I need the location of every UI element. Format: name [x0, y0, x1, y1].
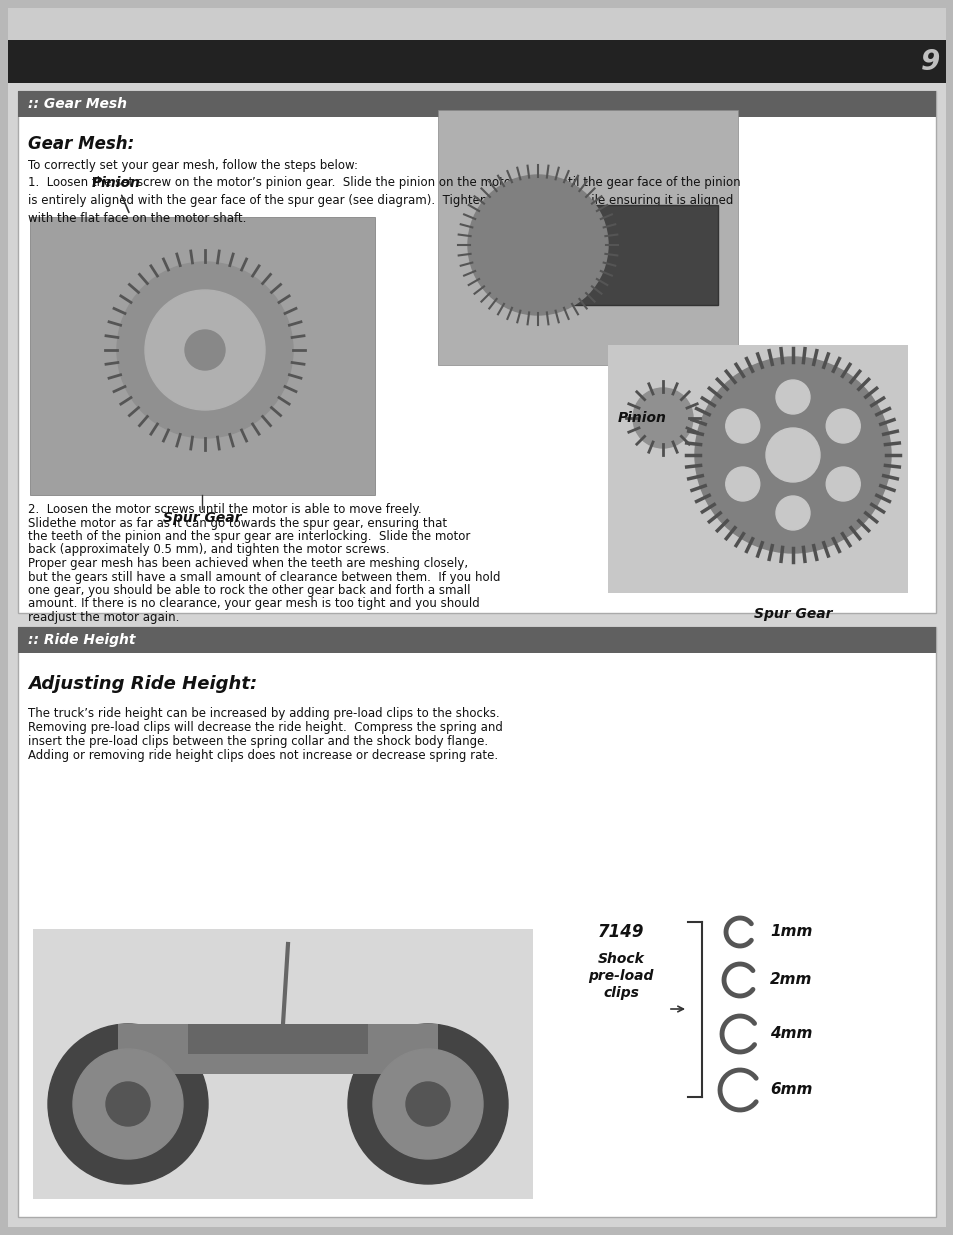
- Bar: [18, 91, 935, 117]
- Bar: [8, 7, 945, 40]
- Circle shape: [633, 388, 692, 448]
- Text: 1mm: 1mm: [769, 925, 812, 940]
- Text: 4mm: 4mm: [769, 1026, 812, 1041]
- Text: Spur Gear: Spur Gear: [163, 511, 241, 525]
- Circle shape: [825, 409, 860, 443]
- Circle shape: [765, 429, 820, 482]
- Text: readjust the motor again.: readjust the motor again.: [28, 611, 179, 624]
- Text: 6mm: 6mm: [769, 1083, 812, 1098]
- Text: Adding or removing ride height clips does not increase or decrease spring rate.: Adding or removing ride height clips doe…: [28, 748, 497, 762]
- Text: Proper gear mesh has been achieved when the teeth are meshing closely,: Proper gear mesh has been achieved when …: [28, 557, 468, 571]
- Text: back (approximately 0.5 mm), and tighten the motor screws.: back (approximately 0.5 mm), and tighten…: [28, 543, 389, 557]
- Text: clips: clips: [602, 986, 639, 1000]
- Text: Adjusting Ride Height:: Adjusting Ride Height:: [28, 676, 257, 693]
- Circle shape: [406, 1082, 450, 1126]
- Circle shape: [468, 175, 607, 315]
- Text: Pinion: Pinion: [618, 411, 666, 425]
- Text: Shock: Shock: [597, 952, 644, 966]
- Bar: [188, 1024, 368, 1053]
- Bar: [18, 627, 935, 653]
- Circle shape: [348, 1024, 507, 1184]
- Circle shape: [185, 330, 225, 370]
- Text: 7149: 7149: [598, 923, 643, 941]
- Text: Gear Mesh:: Gear Mesh:: [28, 135, 134, 153]
- Circle shape: [725, 409, 759, 443]
- Text: insert the pre-load clips between the spring collar and the shock body flange.: insert the pre-load clips between the sp…: [28, 735, 488, 748]
- Text: the teeth of the pinion and the spur gear are interlocking.  Slide the motor: the teeth of the pinion and the spur gea…: [28, 530, 470, 543]
- Bar: [18, 627, 935, 1216]
- Circle shape: [825, 467, 860, 501]
- Circle shape: [73, 1049, 183, 1158]
- Text: one gear, you should be able to rock the other gear back and forth a small: one gear, you should be able to rock the…: [28, 584, 470, 597]
- Text: Removing pre-load clips will decrease the ride height.  Compress the spring and: Removing pre-load clips will decrease th…: [28, 721, 502, 734]
- Bar: [18, 91, 935, 613]
- Bar: [607, 345, 907, 593]
- Text: 2.  Loosen the motor screws until the motor is able to move freely.: 2. Loosen the motor screws until the mot…: [28, 503, 421, 516]
- Text: :: Gear Mesh: :: Gear Mesh: [28, 98, 127, 111]
- Circle shape: [775, 496, 809, 530]
- Text: :: Ride Height: :: Ride Height: [28, 634, 135, 647]
- Text: pre-load: pre-load: [588, 969, 653, 983]
- Text: amount. If there is no clearance, your gear mesh is too tight and you should: amount. If there is no clearance, your g…: [28, 598, 479, 610]
- Text: The truck’s ride height can be increased by adding pre-load clips to the shocks.: The truck’s ride height can be increased…: [28, 706, 499, 720]
- Text: Slidethe motor as far as it can go towards the spur gear, ensuring that: Slidethe motor as far as it can go towar…: [28, 516, 447, 530]
- Circle shape: [145, 290, 265, 410]
- Circle shape: [775, 380, 809, 414]
- Circle shape: [106, 1082, 150, 1126]
- Bar: [118, 1024, 437, 1074]
- Text: To correctly set your gear mesh, follow the steps below:: To correctly set your gear mesh, follow …: [28, 159, 357, 172]
- Circle shape: [373, 1049, 482, 1158]
- Text: 1.  Loosen the set screw on the motor’s pinion gear.  Slide the pinion on the mo: 1. Loosen the set screw on the motor’s p…: [28, 177, 740, 225]
- Bar: [30, 217, 375, 495]
- Circle shape: [695, 357, 890, 553]
- Bar: [8, 40, 945, 83]
- Text: Spur Gear: Spur Gear: [753, 606, 831, 621]
- Bar: [33, 929, 533, 1199]
- Text: but the gears still have a small amount of clearance between them.  If you hold: but the gears still have a small amount …: [28, 571, 500, 583]
- Circle shape: [48, 1024, 208, 1184]
- Circle shape: [117, 262, 293, 438]
- Text: Pinion: Pinion: [91, 177, 141, 212]
- Text: 2mm: 2mm: [769, 972, 812, 988]
- Circle shape: [725, 467, 759, 501]
- Bar: [558, 205, 718, 305]
- Text: 9: 9: [920, 48, 939, 77]
- Bar: [437, 110, 738, 366]
